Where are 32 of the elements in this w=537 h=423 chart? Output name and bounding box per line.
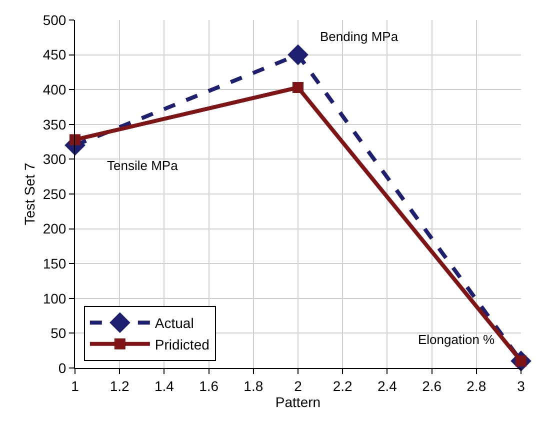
x-tick-label: 1.4 — [154, 378, 174, 394]
y-tick-label: 250 — [42, 186, 66, 202]
y-tick-label: 0 — [58, 360, 66, 376]
y-tick-label: 200 — [42, 220, 66, 237]
y-tick-label: 150 — [42, 256, 66, 272]
point — [288, 44, 308, 66]
y-tick-label: 450 — [42, 46, 66, 63]
x-tick-label: 2.2 — [332, 378, 353, 394]
legend-label: Pridicted — [154, 336, 210, 352]
y-tick-label: 100 — [42, 290, 66, 306]
annotation: Elongation % — [418, 332, 496, 347]
x-tick-label: 1.6 — [199, 378, 219, 394]
x-tick-label: 1.2 — [110, 378, 130, 394]
y-tick-label: 300 — [42, 151, 66, 168]
point — [292, 82, 304, 94]
point — [70, 134, 80, 146]
x-tick-label: 2.4 — [377, 378, 398, 394]
y-tick-label: 500 — [42, 12, 66, 28]
x-axis-title: Pattern — [275, 394, 321, 410]
x-tick-label: 1.8 — [244, 378, 264, 394]
y-tick-label: 50 — [50, 325, 66, 342]
annotation: Bending MPa — [320, 29, 399, 44]
legend-label: Actual — [154, 315, 194, 332]
annotation: Tensile MPa — [107, 158, 179, 173]
x-tick-label: 1 — [71, 378, 80, 394]
x-tick-label: 2 — [294, 378, 302, 394]
x-tick-label: 2.8 — [466, 378, 486, 394]
y-tick-label: 350 — [42, 116, 66, 132]
y-tick-label: 400 — [42, 82, 66, 98]
y-axis-title: Test Set 7 — [21, 162, 38, 226]
x-tick-label: 2.6 — [422, 378, 442, 394]
x-tick-label: 3 — [517, 378, 526, 394]
